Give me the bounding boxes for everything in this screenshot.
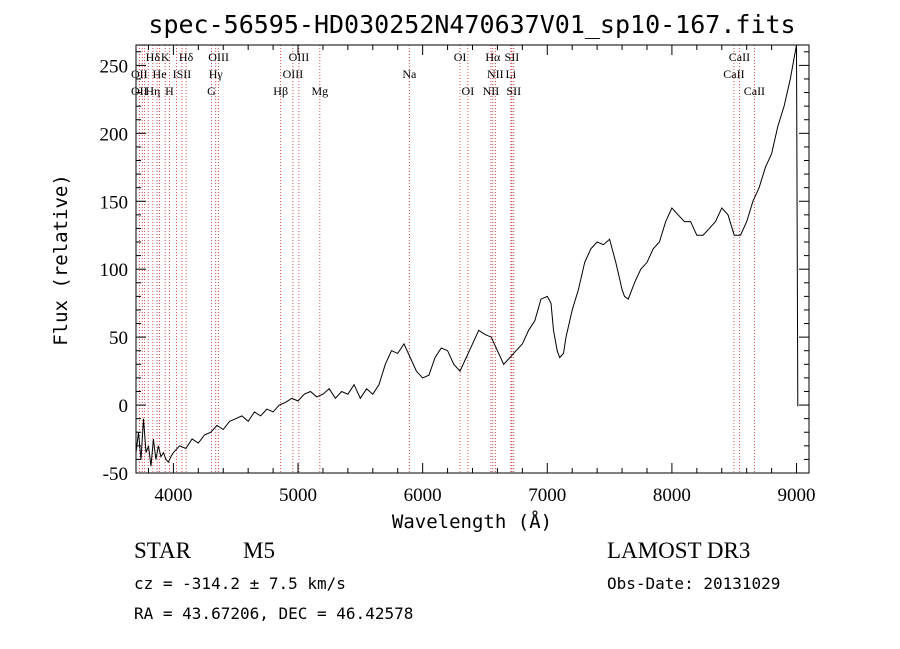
line-marker-label: Hα	[485, 50, 501, 64]
x-axis-label: Wavelength (Å)	[392, 510, 552, 533]
y-tick-label: 250	[100, 56, 129, 77]
line-marker-label: Hγ	[209, 67, 224, 81]
line-marker-label: OI	[462, 84, 475, 98]
survey-name: LAMOST DR3	[607, 538, 750, 563]
spectrum-line	[135, 44, 799, 467]
y-axis-ticks: -50 0 50 100 150 200 250	[100, 51, 809, 485]
line-marker-label: K	[161, 50, 170, 64]
line-marker-label: Mg	[311, 84, 328, 98]
y-tick-label: 200	[100, 124, 129, 145]
x-tick-label: 7000	[528, 485, 566, 506]
line-marker-label: OIII	[208, 50, 229, 64]
line-marker-label: OII	[131, 67, 148, 81]
line-marker-label: Hη	[145, 84, 160, 98]
line-marker-label: Li	[506, 67, 517, 81]
x-tick-label: 8000	[653, 485, 691, 506]
line-marker-label: NII	[483, 84, 500, 98]
x-tick-label: 9000	[778, 485, 816, 506]
line-marker-label: Hβ	[273, 84, 288, 98]
line-marker-label: Hδ	[146, 50, 161, 64]
line-marker-label: CaII	[723, 67, 744, 81]
chart-title: spec-56595-HD030252N470637V01_sp10-167.f…	[148, 10, 795, 39]
x-tick-label: 4000	[154, 485, 192, 506]
line-marker-label: OI	[454, 50, 467, 64]
line-marker-label: OIII	[283, 67, 304, 81]
line-marker-label: OII	[131, 84, 148, 98]
line-marker-label: G	[207, 84, 216, 98]
redshift-value: cz = -314.2 ± 7.5 km/s	[134, 574, 346, 593]
plot-frame	[135, 44, 810, 474]
y-tick-label: -50	[103, 464, 128, 485]
line-marker-label: SII	[506, 84, 521, 98]
line-marker-label: SII	[505, 50, 520, 64]
line-marker-label: Na	[402, 67, 417, 81]
line-marker-label: CaII	[744, 84, 765, 98]
x-tick-label: 5000	[279, 485, 317, 506]
emission-line-markers	[138, 45, 755, 473]
y-axis-label: Flux (relative)	[50, 174, 72, 346]
y-tick-label: 50	[109, 328, 128, 349]
observation-date: Obs-Date: 20131029	[607, 574, 780, 593]
line-marker-label: H	[165, 84, 174, 98]
line-marker-label: He	[153, 67, 167, 81]
line-marker-label: Hδ	[179, 50, 194, 64]
y-tick-label: 0	[119, 396, 129, 417]
x-tick-label: 6000	[404, 485, 442, 506]
line-marker-label: NII	[487, 67, 504, 81]
y-tick-label: 100	[100, 260, 129, 281]
object-type: STAR	[134, 538, 192, 563]
line-marker-label: ISII	[173, 67, 192, 81]
object-subclass: M5	[243, 538, 275, 563]
line-marker-label: CaII	[729, 50, 750, 64]
x-axis-ticks: 4000 5000 6000 7000 8000 9000	[147, 45, 816, 506]
coordinates: RA = 43.67206, DEC = 46.42578	[134, 604, 413, 623]
y-tick-label: 150	[100, 192, 129, 213]
line-marker-label: OIII	[289, 50, 310, 64]
